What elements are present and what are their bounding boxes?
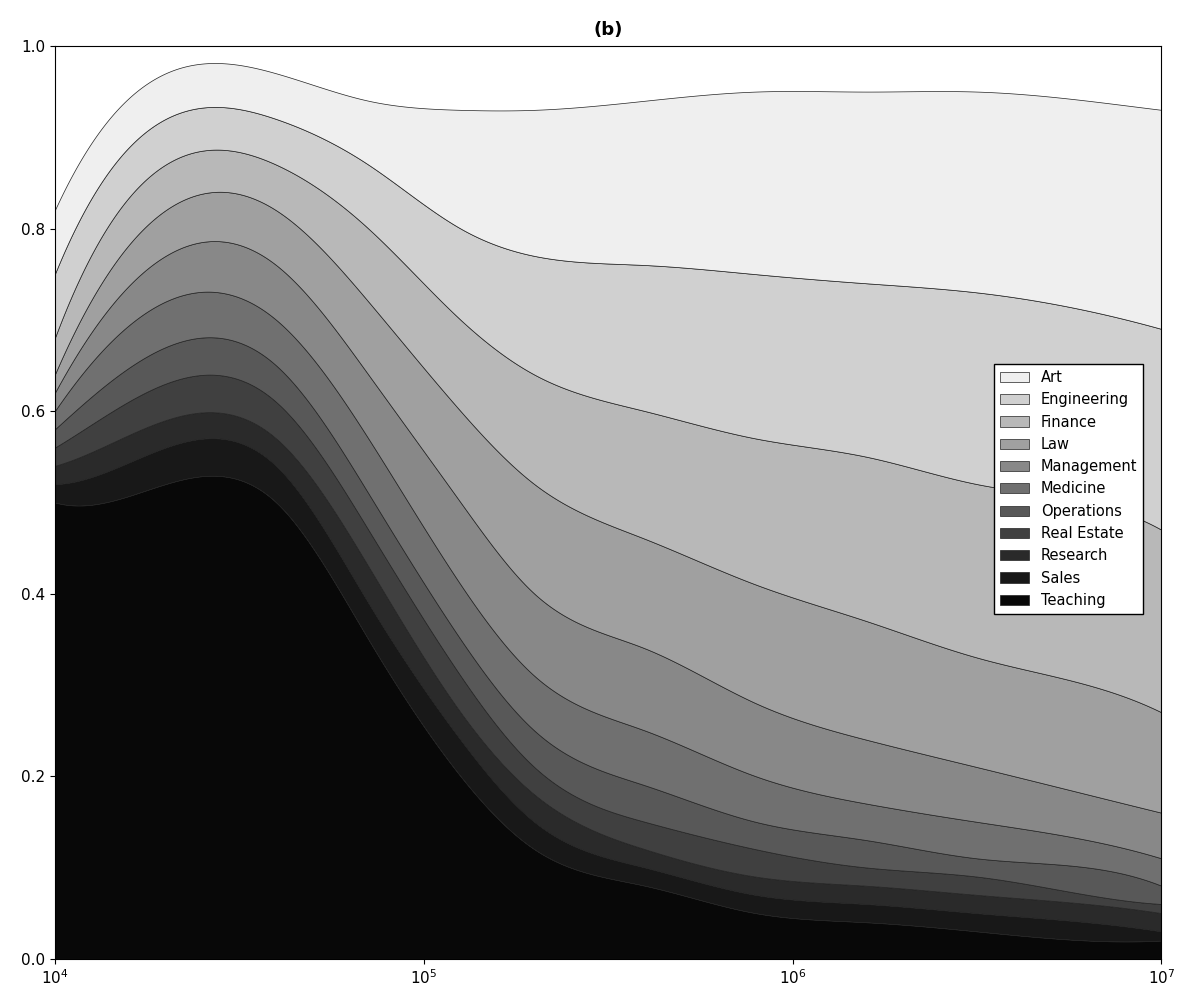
Legend: Art, Engineering, Finance, Law, Management, Medicine, Operations, Real Estate, R: Art, Engineering, Finance, Law, Manageme… xyxy=(994,364,1143,614)
Title: (b): (b) xyxy=(593,21,623,39)
